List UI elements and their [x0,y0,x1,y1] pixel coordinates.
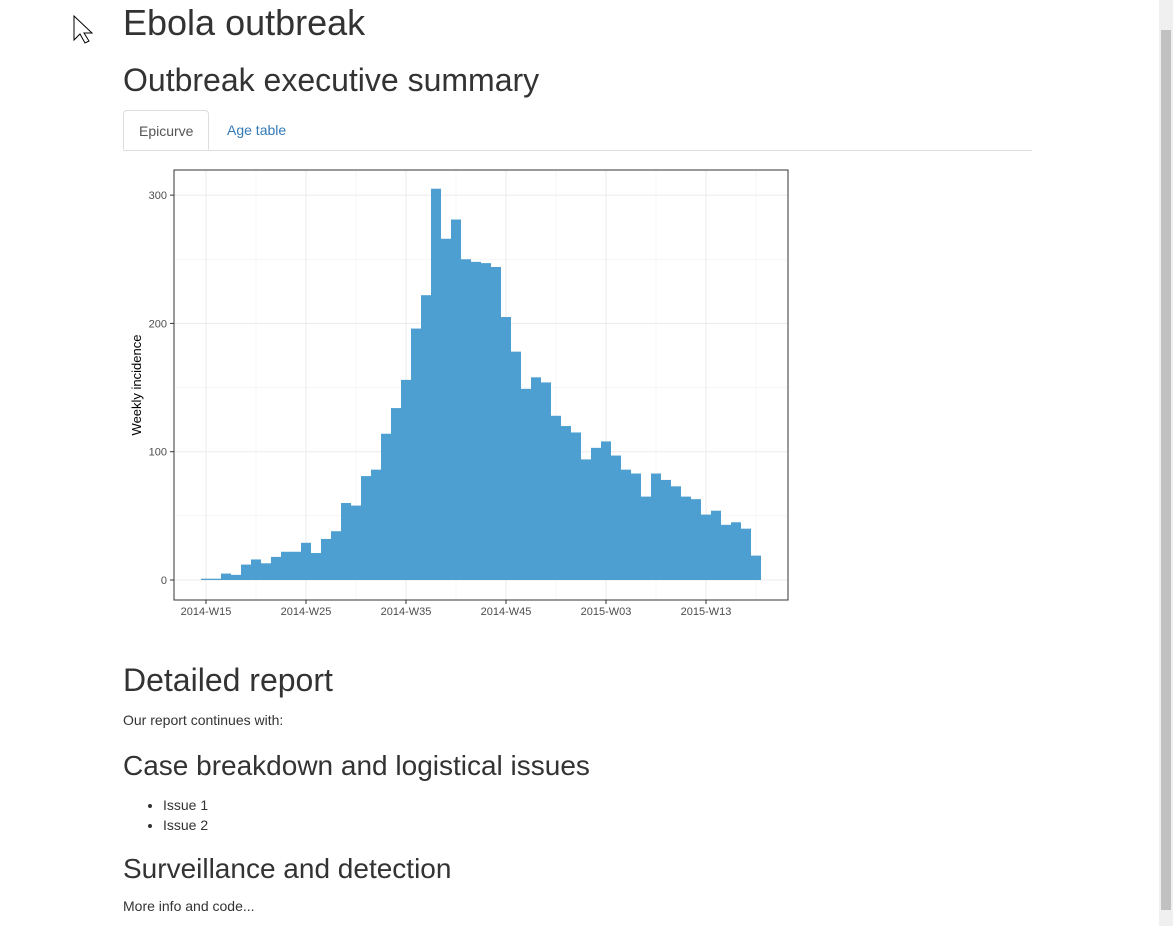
bar [521,388,531,580]
bar [541,382,551,580]
bar [351,505,361,580]
page-title: Ebola outbreak [123,2,366,43]
bar [731,522,741,580]
bar [211,578,221,580]
bar [611,455,621,580]
y-tick-label: 0 [161,575,167,587]
bar [691,499,701,580]
issue-list: Issue 1 Issue 2 [123,795,208,835]
bar [561,426,571,580]
subsection-title: Surveillance and detection [123,853,452,884]
bar [721,524,731,580]
scrollbar-thumb[interactable] [1161,30,1171,910]
list-item: Issue 2 [163,815,208,835]
bar [571,432,581,580]
bar [421,295,431,580]
bar [591,447,601,580]
bar [641,496,651,580]
bar [621,469,631,580]
bar [261,563,271,580]
x-tick-label: 2014-W45 [481,606,532,618]
bar [341,503,351,580]
bar [301,542,311,580]
bar [241,564,251,580]
tab-active[interactable]: Epicurve [123,110,209,150]
bar [231,574,241,580]
bar [311,553,321,580]
bar [371,469,381,580]
bar [681,496,691,580]
x-tick-label: 2014-W35 [381,606,432,618]
bar [701,514,711,580]
tab-rule [123,150,1032,151]
x-tick-label: 2015-W03 [581,606,632,618]
bar [601,441,611,580]
bar [401,379,411,580]
bar [251,559,261,580]
bar [501,317,511,580]
bar [391,408,401,580]
x-tick-label: 2014-W15 [181,606,232,618]
bar [671,486,681,580]
y-axis-label: Weekly incidence [129,335,144,436]
subsection-title: Case breakdown and logistical issues [123,750,590,781]
section-title: Outbreak executive summary [123,62,540,98]
bar [511,351,521,580]
bar [221,573,231,580]
y-tick-label: 200 [149,318,167,330]
scrollbar[interactable] [1159,0,1173,926]
list-item: Issue 1 [163,795,208,815]
bar [381,433,391,580]
bar [281,551,291,580]
bar [431,188,441,580]
paragraph: Our report continues with: [123,712,284,728]
tab[interactable]: Age table [227,122,287,138]
bar [361,476,371,580]
bar [651,473,661,580]
bar [481,263,491,580]
x-tick-label: 2015-W13 [681,606,732,618]
bar [291,551,301,580]
bar [551,415,561,580]
y-tick-label: 300 [149,190,167,202]
bar [491,266,501,580]
bar [631,473,641,580]
bar [411,328,421,580]
bar [461,259,471,580]
plot-frame [173,169,789,601]
bar [321,538,331,580]
paragraph: More info and code... [123,898,255,914]
bar [471,261,481,580]
bar [581,459,591,580]
bar [201,578,211,580]
x-tick-label: 2014-W25 [281,606,332,618]
cursor [73,15,94,44]
y-tick-label: 100 [149,447,167,459]
bar [441,238,451,580]
bar [331,531,341,580]
bar [271,556,281,580]
epicurve-chart: 0 100 200 300 2014-W15 2014-W25 2014-W35 2014-W… [129,169,789,618]
section-title: Detailed report [123,662,333,698]
bar [531,377,541,580]
bar [711,510,721,580]
bar [751,555,761,580]
bar [661,479,671,580]
bar [741,528,751,580]
bar [451,219,461,580]
